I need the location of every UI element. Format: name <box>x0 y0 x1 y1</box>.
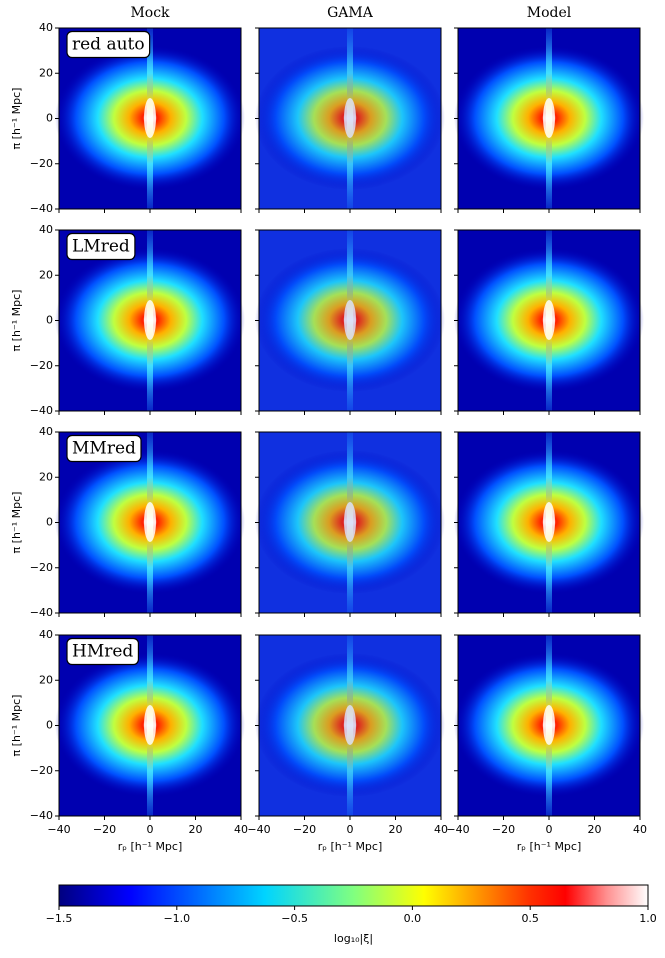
y-tick-label: −40 <box>30 606 53 619</box>
y-tick-label: −20 <box>30 359 53 372</box>
column-title: GAMA <box>327 5 374 21</box>
y-tick-label: 20 <box>39 673 53 686</box>
heatmap-panel <box>55 27 245 210</box>
y-axis-label: π [h⁻¹ Mpc] <box>10 492 23 554</box>
x-tick-label: 40 <box>633 823 647 836</box>
colorbar-tick-label: −0.5 <box>281 912 308 925</box>
y-tick-label: −40 <box>30 809 53 822</box>
y-tick-label: −40 <box>30 404 53 417</box>
x-tick-label: 0 <box>147 823 154 836</box>
colorbar <box>58 884 649 907</box>
y-tick-label: −20 <box>30 157 53 170</box>
y-tick-label: −40 <box>30 202 53 215</box>
row-label: MMred <box>72 439 136 459</box>
column-title: Mock <box>130 5 170 21</box>
x-tick-label: −20 <box>293 823 316 836</box>
y-tick-label: 0 <box>46 719 53 732</box>
y-axis-label: π [h⁻¹ Mpc] <box>10 88 23 150</box>
x-tick-label: 20 <box>588 823 602 836</box>
colorbar-tick-label: 0.0 <box>404 912 422 925</box>
x-tick-label: 40 <box>234 823 248 836</box>
row-label: LMred <box>72 237 130 257</box>
x-tick-label: −40 <box>47 823 70 836</box>
y-tick-label: 20 <box>39 470 53 483</box>
heatmap-panel <box>454 229 644 412</box>
x-tick-label: −20 <box>492 823 515 836</box>
row-label: red auto <box>72 35 145 55</box>
row-label-box <box>66 637 140 666</box>
x-tick-label: −40 <box>247 823 270 836</box>
row-label-box <box>66 434 142 463</box>
heatmap-panel <box>55 229 245 412</box>
x-tick-label: 0 <box>546 823 553 836</box>
colorbar-tick-label: 0.5 <box>521 912 539 925</box>
y-tick-label: 0 <box>46 314 53 327</box>
colorbar-tick-label: −1.0 <box>163 912 190 925</box>
row-label-box <box>66 232 136 261</box>
y-tick-label: 40 <box>39 628 53 641</box>
y-tick-label: 20 <box>39 66 53 79</box>
x-axis-label: rₚ [h⁻¹ Mpc] <box>318 840 383 853</box>
row-label-box <box>66 30 151 59</box>
y-tick-label: 40 <box>39 21 53 34</box>
y-tick-label: 0 <box>46 516 53 529</box>
heatmap-panel <box>255 229 445 412</box>
y-tick-label: −20 <box>30 764 53 777</box>
x-tick-label: 40 <box>434 823 448 836</box>
heatmap-panel <box>454 634 644 817</box>
heatmap-panel <box>55 431 245 614</box>
colorbar-tick-label: 1.0 <box>639 912 657 925</box>
y-tick-label: −20 <box>30 561 53 574</box>
x-tick-label: 20 <box>389 823 403 836</box>
y-tick-label: 20 <box>39 268 53 281</box>
colorbar-label: log₁₀|ξ| <box>334 932 373 945</box>
y-tick-label: 0 <box>46 112 53 125</box>
y-axis-label: π [h⁻¹ Mpc] <box>10 695 23 757</box>
column-title: Model <box>527 5 572 21</box>
x-tick-label: −40 <box>446 823 469 836</box>
heatmap-panel <box>255 27 445 210</box>
heatmap-panel <box>255 634 445 817</box>
x-axis-label: rₚ [h⁻¹ Mpc] <box>517 840 582 853</box>
x-axis-label: rₚ [h⁻¹ Mpc] <box>118 840 183 853</box>
heatmap-panel <box>454 27 644 210</box>
y-tick-label: 40 <box>39 223 53 236</box>
heatmap-panel <box>454 431 644 614</box>
x-tick-label: 20 <box>189 823 203 836</box>
colorbar-tick-label: −1.5 <box>46 912 73 925</box>
x-tick-label: 0 <box>347 823 354 836</box>
y-tick-label: 40 <box>39 425 53 438</box>
heatmap-panel <box>255 431 445 614</box>
y-axis-label: π [h⁻¹ Mpc] <box>10 290 23 352</box>
row-label: HMred <box>72 642 133 662</box>
x-tick-label: −20 <box>93 823 116 836</box>
